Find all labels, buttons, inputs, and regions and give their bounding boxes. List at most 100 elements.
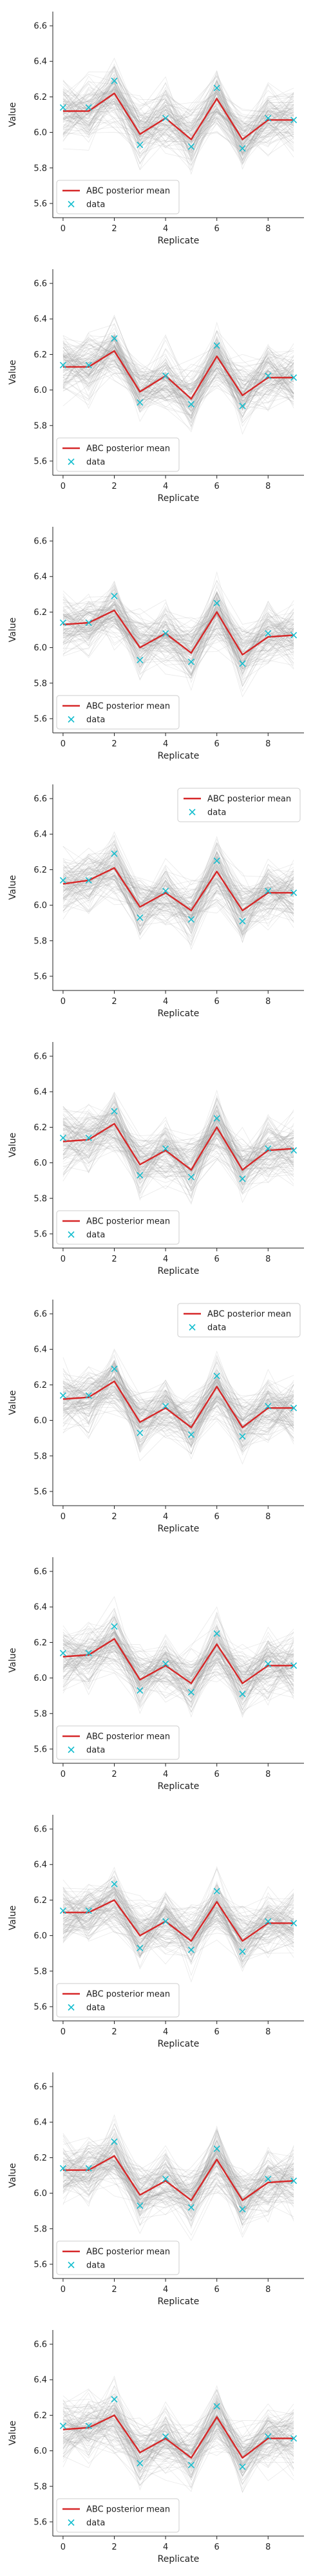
posterior-sample-line bbox=[62, 1378, 294, 1439]
posterior-sample-line bbox=[62, 1886, 294, 1949]
posterior-sample-line bbox=[62, 359, 294, 413]
posterior-sample-line bbox=[62, 601, 294, 649]
posterior-sample-line bbox=[62, 314, 294, 424]
posterior-sample-line bbox=[62, 2145, 294, 2204]
data-point-marker bbox=[59, 1649, 66, 1657]
posterior-sample-line bbox=[62, 1359, 294, 1434]
data-point-marker bbox=[59, 619, 66, 627]
posterior-sample-line bbox=[62, 2409, 294, 2488]
posterior-sample-line bbox=[62, 1381, 294, 1427]
data-point-marker bbox=[137, 2202, 144, 2209]
posterior-sample-line bbox=[62, 867, 294, 936]
posterior-sample-line bbox=[62, 2137, 294, 2217]
posterior-sample-line bbox=[62, 1367, 294, 1452]
posterior-sample-line bbox=[62, 2407, 294, 2473]
posterior-sample-line bbox=[62, 1374, 294, 1430]
posterior-sample-line bbox=[62, 1627, 294, 1705]
posterior-sample-line bbox=[62, 1109, 294, 1171]
posterior-sample-line bbox=[62, 93, 294, 141]
posterior-sample-line bbox=[62, 1612, 294, 1687]
posterior-sample-line bbox=[62, 2161, 294, 2196]
posterior-sample-line bbox=[62, 601, 294, 659]
posterior-sample-line bbox=[62, 2393, 294, 2459]
posterior-sample-line bbox=[62, 338, 294, 408]
posterior-sample-line bbox=[62, 607, 294, 675]
x-tick-label: 0 bbox=[61, 2543, 66, 2552]
posterior-sample-line bbox=[62, 1364, 294, 1452]
posterior-sample-line bbox=[62, 1117, 294, 1178]
posterior-sample-line bbox=[62, 591, 294, 667]
posterior-sample-line bbox=[62, 1889, 294, 1965]
posterior-sample-line bbox=[62, 605, 294, 665]
posterior-sample-line bbox=[62, 2155, 294, 2203]
posterior-sample-line bbox=[62, 2403, 294, 2459]
posterior-sample-line bbox=[62, 99, 294, 147]
posterior-sample-line bbox=[62, 1880, 294, 1937]
posterior-sample-line bbox=[62, 81, 294, 171]
posterior-sample-line bbox=[62, 1121, 294, 1190]
posterior-sample-line bbox=[62, 611, 294, 663]
posterior-sample-line bbox=[62, 844, 294, 927]
posterior-sample-line bbox=[62, 2400, 294, 2460]
posterior-sample-line bbox=[62, 1104, 294, 1182]
posterior-sample-line bbox=[62, 856, 294, 938]
posterior-sample-line bbox=[62, 68, 294, 162]
posterior-sample-line bbox=[62, 1098, 294, 1179]
posterior-sample-line bbox=[62, 1623, 294, 1716]
abc-posterior-mean-line bbox=[62, 609, 294, 656]
posterior-sample-line bbox=[62, 1596, 294, 1687]
posterior-sample-line bbox=[62, 1117, 294, 1175]
posterior-sample-line bbox=[62, 1629, 294, 1674]
posterior-sample-line bbox=[62, 1376, 294, 1434]
posterior-sample-line bbox=[62, 1629, 294, 1709]
posterior-sample-line bbox=[62, 605, 294, 669]
posterior-sample-line bbox=[62, 372, 294, 412]
posterior-samples bbox=[62, 2114, 294, 2241]
posterior-sample-line bbox=[62, 831, 294, 928]
posterior-sample-line bbox=[62, 863, 294, 940]
data-point-marker bbox=[187, 2461, 194, 2468]
posterior-sample-line bbox=[62, 1114, 294, 1173]
posterior-sample-line bbox=[62, 2132, 294, 2208]
posterior-sample-line bbox=[62, 2422, 294, 2486]
data-point-marker bbox=[265, 1918, 272, 1925]
posterior-sample-line bbox=[62, 1383, 294, 1433]
posterior-sample-line bbox=[62, 2152, 294, 2227]
posterior-sample-line bbox=[62, 349, 294, 395]
posterior-sample-line bbox=[62, 2389, 294, 2469]
x-axis-label: Replicate bbox=[158, 1781, 200, 1792]
posterior-sample-line bbox=[62, 2394, 294, 2448]
y-tick-label: 5.6 bbox=[33, 714, 47, 724]
posterior-sample-line bbox=[62, 1094, 294, 1199]
posterior-sample-line bbox=[62, 858, 294, 925]
posterior-sample-line bbox=[62, 1640, 294, 1695]
posterior-sample-line bbox=[62, 356, 294, 406]
posterior-sample-line bbox=[62, 598, 294, 654]
data-point-marker bbox=[137, 2459, 144, 2467]
posterior-sample-line bbox=[62, 77, 294, 158]
posterior-sample-line bbox=[62, 2403, 294, 2474]
posterior-sample-line bbox=[62, 1879, 294, 1942]
posterior-sample-line bbox=[62, 1616, 294, 1689]
posterior-sample-line bbox=[62, 80, 294, 145]
posterior-sample-line bbox=[62, 348, 294, 423]
y-axis-label: Value bbox=[8, 1648, 18, 1672]
posterior-sample-line bbox=[62, 1879, 294, 1973]
posterior-sample-line bbox=[62, 1368, 294, 1439]
posterior-sample-line bbox=[62, 848, 294, 913]
posterior-sample-line bbox=[62, 847, 294, 943]
data-point-marker bbox=[290, 1147, 298, 1154]
y-tick-label: 6.6 bbox=[33, 1052, 47, 1062]
posterior-sample-line bbox=[62, 1366, 294, 1449]
data-point-marker bbox=[162, 1918, 169, 1925]
x-tick-label: 2 bbox=[111, 2543, 117, 2552]
data-point-marker bbox=[187, 1173, 194, 1180]
posterior-sample-line bbox=[62, 1631, 294, 1692]
posterior-sample-line bbox=[62, 616, 294, 680]
posterior-sample-line bbox=[62, 1113, 294, 1182]
data-point-marker bbox=[162, 1660, 169, 1667]
legend-label-mean: ABC posterior mean bbox=[86, 1990, 170, 2000]
posterior-sample-line bbox=[62, 350, 294, 416]
posterior-sample-line bbox=[62, 88, 294, 149]
y-tick-label: 6.4 bbox=[33, 2118, 47, 2128]
